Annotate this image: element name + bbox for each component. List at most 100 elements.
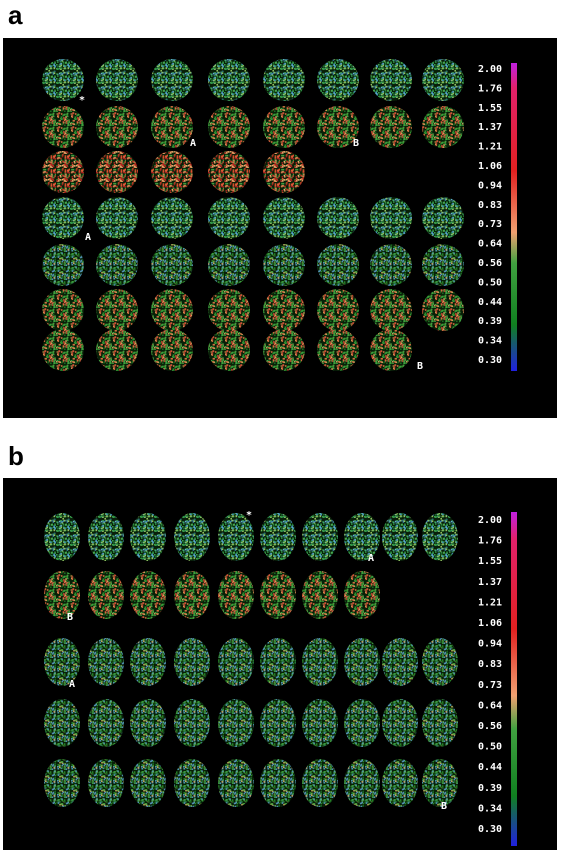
marker: A [69,679,75,690]
sample-spot [96,197,138,239]
scale-label: 0.73 [478,680,502,691]
panel-label: b [8,441,24,471]
sample-spot [317,244,359,286]
sample-spot [263,244,305,286]
sample-spot [422,638,458,686]
sample-spot [96,244,138,286]
scale-label: 0.64 [478,239,502,250]
marker: A [368,553,374,564]
sample-spot [260,513,296,561]
sample-spot [42,244,84,286]
sample-spot [260,699,296,747]
sample-spot [208,289,250,331]
scale-label: 2.00 [478,515,502,526]
sample-spot [263,59,305,101]
sample-spot [151,106,193,148]
sample-spot [174,571,210,619]
scale-label: 0.73 [478,219,502,230]
scale-label: 0.39 [478,783,502,794]
sample-spot [96,329,138,371]
scale-label: 0.56 [478,721,502,732]
sample-spot [42,106,84,148]
sample-spot [88,513,124,561]
sample-spot [422,513,458,561]
sample-spot [422,106,464,148]
sample-spot [344,638,380,686]
scale-label: 0.50 [478,742,502,753]
scale-label: 0.83 [478,659,502,670]
marker: A [85,232,91,243]
sample-spot [344,759,380,807]
sample-spot [130,759,166,807]
sample-spot [44,513,80,561]
sample-spot [130,699,166,747]
sample-spot [263,329,305,371]
scale-label: 0.34 [478,336,502,347]
scale-label: 0.94 [478,639,502,650]
sample-spot [382,513,418,561]
scale-label: 1.76 [478,83,502,94]
marker: B [417,361,423,372]
sample-spot [382,699,418,747]
scale-label: 0.30 [478,355,502,366]
sample-spot [218,638,254,686]
sample-spot [44,638,80,686]
sample-spot [42,59,84,101]
sample-spot [88,699,124,747]
sample-spot [317,106,359,148]
scale-label: 1.21 [478,142,502,153]
sample-spot [422,59,464,101]
sample-spot [208,151,250,193]
marker: * [79,95,85,106]
sample-spot [317,197,359,239]
scale-label: 0.83 [478,200,502,211]
scale-label: 0.94 [478,180,502,191]
sample-spot [263,289,305,331]
sample-spot [208,197,250,239]
sample-spot [130,513,166,561]
sample-spot [370,106,412,148]
scale-label: 0.44 [478,762,502,773]
marker: B [441,801,447,812]
sample-spot [344,571,380,619]
sample-spot [44,699,80,747]
sample-spot [344,513,380,561]
sample-spot [302,513,338,561]
scale-label: 1.55 [478,556,502,567]
sample-spot [344,699,380,747]
sample-spot [302,699,338,747]
scale-label: 1.55 [478,103,502,114]
scale-label: 1.76 [478,536,502,547]
sample-spot [422,244,464,286]
sample-spot [44,759,80,807]
sample-spot [174,759,210,807]
sample-spot [96,106,138,148]
sample-spot [42,329,84,371]
sample-spot [218,699,254,747]
sample-spot [208,329,250,371]
sample-spot [260,638,296,686]
sample-spot [263,106,305,148]
sample-spot [88,638,124,686]
sample-spot [42,289,84,331]
scale-label: 1.21 [478,597,502,608]
sample-spot [302,638,338,686]
sample-spot [317,329,359,371]
sample-spot [151,244,193,286]
sample-spot [88,571,124,619]
sample-spot [370,329,412,371]
sample-spot [151,329,193,371]
sample-spot [96,289,138,331]
sample-spot [422,759,458,807]
sample-spot [151,59,193,101]
scale-label: 0.34 [478,803,502,814]
sample-spot [263,197,305,239]
scale-label: 1.06 [478,161,502,172]
sample-spot [370,289,412,331]
scale-label: 1.37 [478,577,502,588]
sample-spot [96,151,138,193]
sample-spot [422,289,464,331]
sample-spot [370,197,412,239]
scale-label: 2.00 [478,64,502,75]
